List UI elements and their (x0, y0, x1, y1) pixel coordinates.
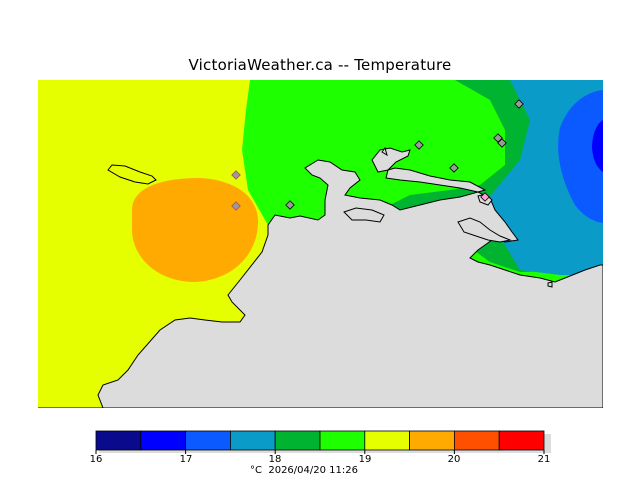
colorbar-tick-label: 16 (89, 454, 103, 465)
land-spit (385, 167, 487, 193)
station-marker[interactable] (514, 99, 524, 109)
colorbar-tick-label: 17 (179, 454, 193, 465)
timestamp: 2026/04/20 11:26 (268, 465, 358, 476)
colorbar-tick-label: 18 (268, 454, 282, 465)
station-marker[interactable] (480, 192, 490, 202)
band-19.5-20 (132, 178, 258, 282)
colorbar-band (185, 430, 231, 451)
station-marker[interactable] (231, 201, 241, 211)
colorbar-band (140, 430, 187, 451)
unit-label: °C (250, 465, 262, 476)
colorbar-band (229, 430, 276, 451)
colorbar-tick-label: 21 (537, 454, 551, 465)
station-markers (231, 99, 524, 211)
colorbar-band (409, 430, 455, 451)
station-marker[interactable] (231, 170, 241, 180)
colorbar-band (274, 430, 321, 451)
colorbar-band (498, 430, 545, 451)
station-marker[interactable] (497, 138, 507, 148)
station-marker[interactable] (449, 163, 459, 173)
colorbar-band (453, 430, 500, 451)
colorbar-band (319, 430, 366, 451)
colorbar-band (95, 430, 142, 451)
colorbar-tick-label: 19 (358, 454, 372, 465)
colorbar (95, 430, 551, 454)
land-harbour (457, 217, 512, 243)
temperature-field (38, 80, 603, 408)
small-island (107, 164, 157, 185)
rock (547, 281, 553, 288)
station-marker[interactable] (414, 140, 424, 150)
colorbar-band (364, 430, 410, 451)
colorbar-tick-label: 20 (447, 454, 461, 465)
band-17-17.5 (558, 90, 603, 223)
rock (381, 146, 388, 157)
station-marker[interactable] (285, 200, 295, 210)
map-title: VictoriaWeather.ca -- Temperature (188, 56, 452, 74)
footer: °C 2026/04/20 11:26 (250, 465, 358, 476)
land-point (343, 207, 385, 223)
band-16.5-17 (592, 120, 603, 172)
